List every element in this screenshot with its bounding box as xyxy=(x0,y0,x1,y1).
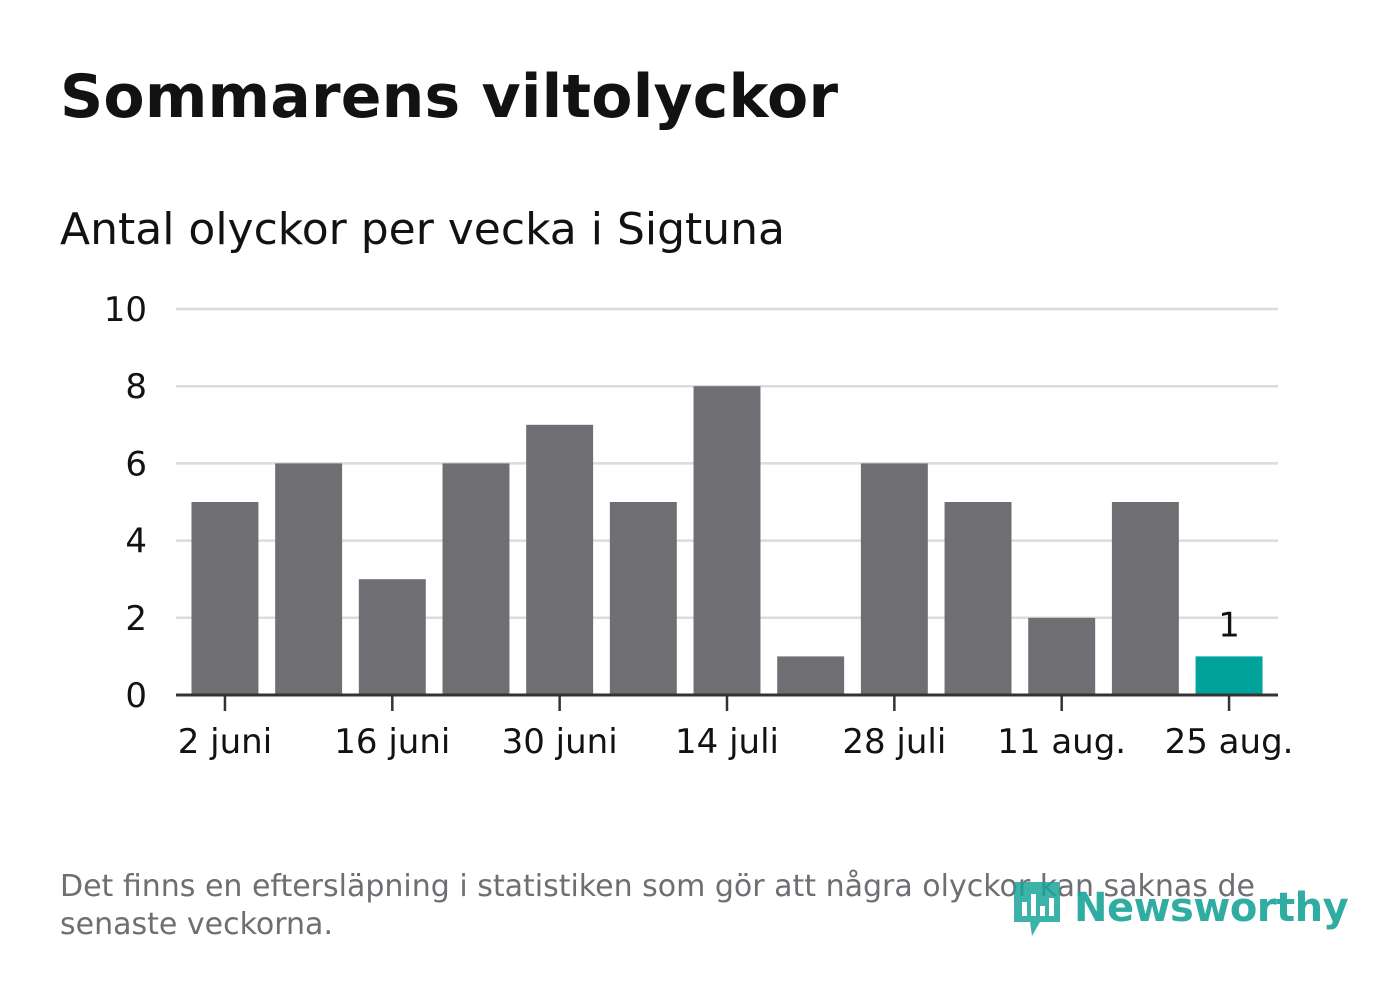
data-labels: 1 xyxy=(1218,605,1240,645)
x-tick-label: 11 aug. xyxy=(997,722,1126,762)
chart-title: Sommarens viltolyckor xyxy=(60,62,839,132)
logo-text: Newsworthy xyxy=(1074,885,1349,931)
chart-subtitle: Antal olyckor per vecka i Sigtuna xyxy=(60,204,786,255)
y-axis: 0 2 4 6 8 10 xyxy=(104,290,147,716)
bar xyxy=(1111,502,1179,695)
bar-highlighted xyxy=(1195,656,1263,695)
bar xyxy=(693,386,761,695)
bar xyxy=(944,502,1012,695)
x-tick-label: 25 aug. xyxy=(1165,722,1294,762)
newsworthy-logo-icon xyxy=(1014,882,1060,936)
bar-chart: 0 2 4 6 8 10 2 juni 16 juni 30 juni 14 juli 28 ju… xyxy=(104,290,1294,762)
y-tick-label: 0 xyxy=(125,676,147,716)
y-tick-label: 6 xyxy=(125,444,147,484)
x-tick-label: 16 juni xyxy=(334,722,450,762)
y-tick-label: 4 xyxy=(125,522,147,562)
bars xyxy=(191,386,1263,695)
bar xyxy=(1028,617,1096,695)
bar xyxy=(358,579,426,695)
newsworthy-logo: Newsworthy xyxy=(1010,876,1349,940)
y-tick-label: 2 xyxy=(125,599,147,639)
bar xyxy=(526,424,594,695)
data-label: 1 xyxy=(1218,605,1240,645)
bar xyxy=(275,463,343,695)
x-axis: 2 juni 16 juni 30 juni 14 juli 28 juli 11 aug… xyxy=(178,695,1294,762)
bar xyxy=(609,502,677,695)
x-tick-label: 28 juli xyxy=(842,722,946,762)
bar xyxy=(442,463,510,695)
bar xyxy=(777,656,845,695)
y-tick-label: 10 xyxy=(104,290,147,330)
bar xyxy=(191,502,259,695)
x-tick-label: 2 juni xyxy=(178,722,272,762)
x-tick-label: 14 juli xyxy=(675,722,779,762)
y-tick-label: 8 xyxy=(125,367,147,407)
x-tick-label: 30 juni xyxy=(502,722,618,762)
bar xyxy=(860,463,928,695)
